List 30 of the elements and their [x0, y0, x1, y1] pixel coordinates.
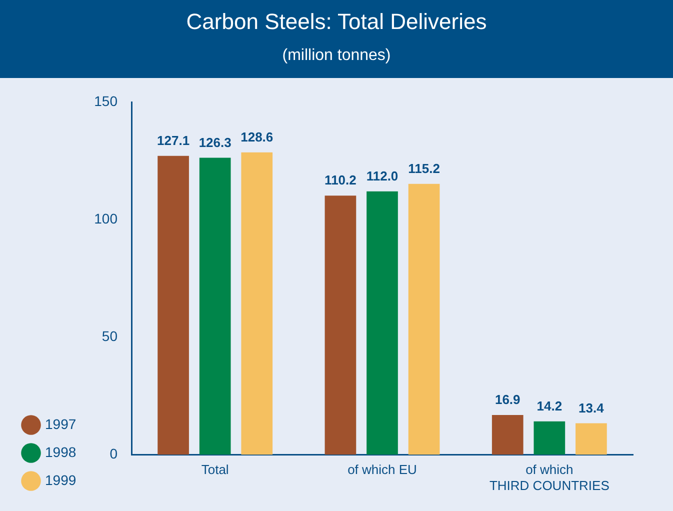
data-label: 128.6 [240, 129, 274, 144]
chart-subtitle: (million tonnes) [282, 47, 391, 64]
chart-title: Carbon Steels: Total Deliveries [186, 9, 487, 34]
y-tick-label: 100 [94, 210, 118, 226]
data-label: 115.2 [408, 160, 440, 176]
legend-label: 1997 [45, 416, 76, 432]
bar [199, 158, 231, 455]
data-label: 126.3 [198, 134, 232, 150]
bar [324, 196, 356, 455]
bar [241, 152, 273, 455]
legend-label: 1998 [45, 444, 76, 460]
bar [576, 423, 607, 455]
x-tick-label: of which THIRD COUNTRIES [489, 462, 610, 493]
data-label: 110.2 [324, 172, 356, 188]
y-tick-label: 0 [110, 446, 118, 462]
y-tick-label: 50 [102, 328, 118, 344]
data-label: 14.2 [536, 398, 562, 414]
bar [408, 184, 440, 455]
x-tick-label: of which EU [348, 462, 417, 478]
y-tick-label: 150 [94, 92, 118, 109]
bar [534, 421, 566, 455]
bar [158, 156, 189, 455]
data-label: 112.0 [366, 168, 398, 184]
legend-label: 1999 [45, 472, 76, 488]
x-tick-label: Total [201, 462, 229, 478]
data-label: 16.9 [494, 392, 520, 408]
data-label: 127.1 [157, 132, 190, 148]
data-label: 13.4 [578, 400, 605, 416]
bar [492, 415, 524, 455]
bar [366, 191, 398, 455]
